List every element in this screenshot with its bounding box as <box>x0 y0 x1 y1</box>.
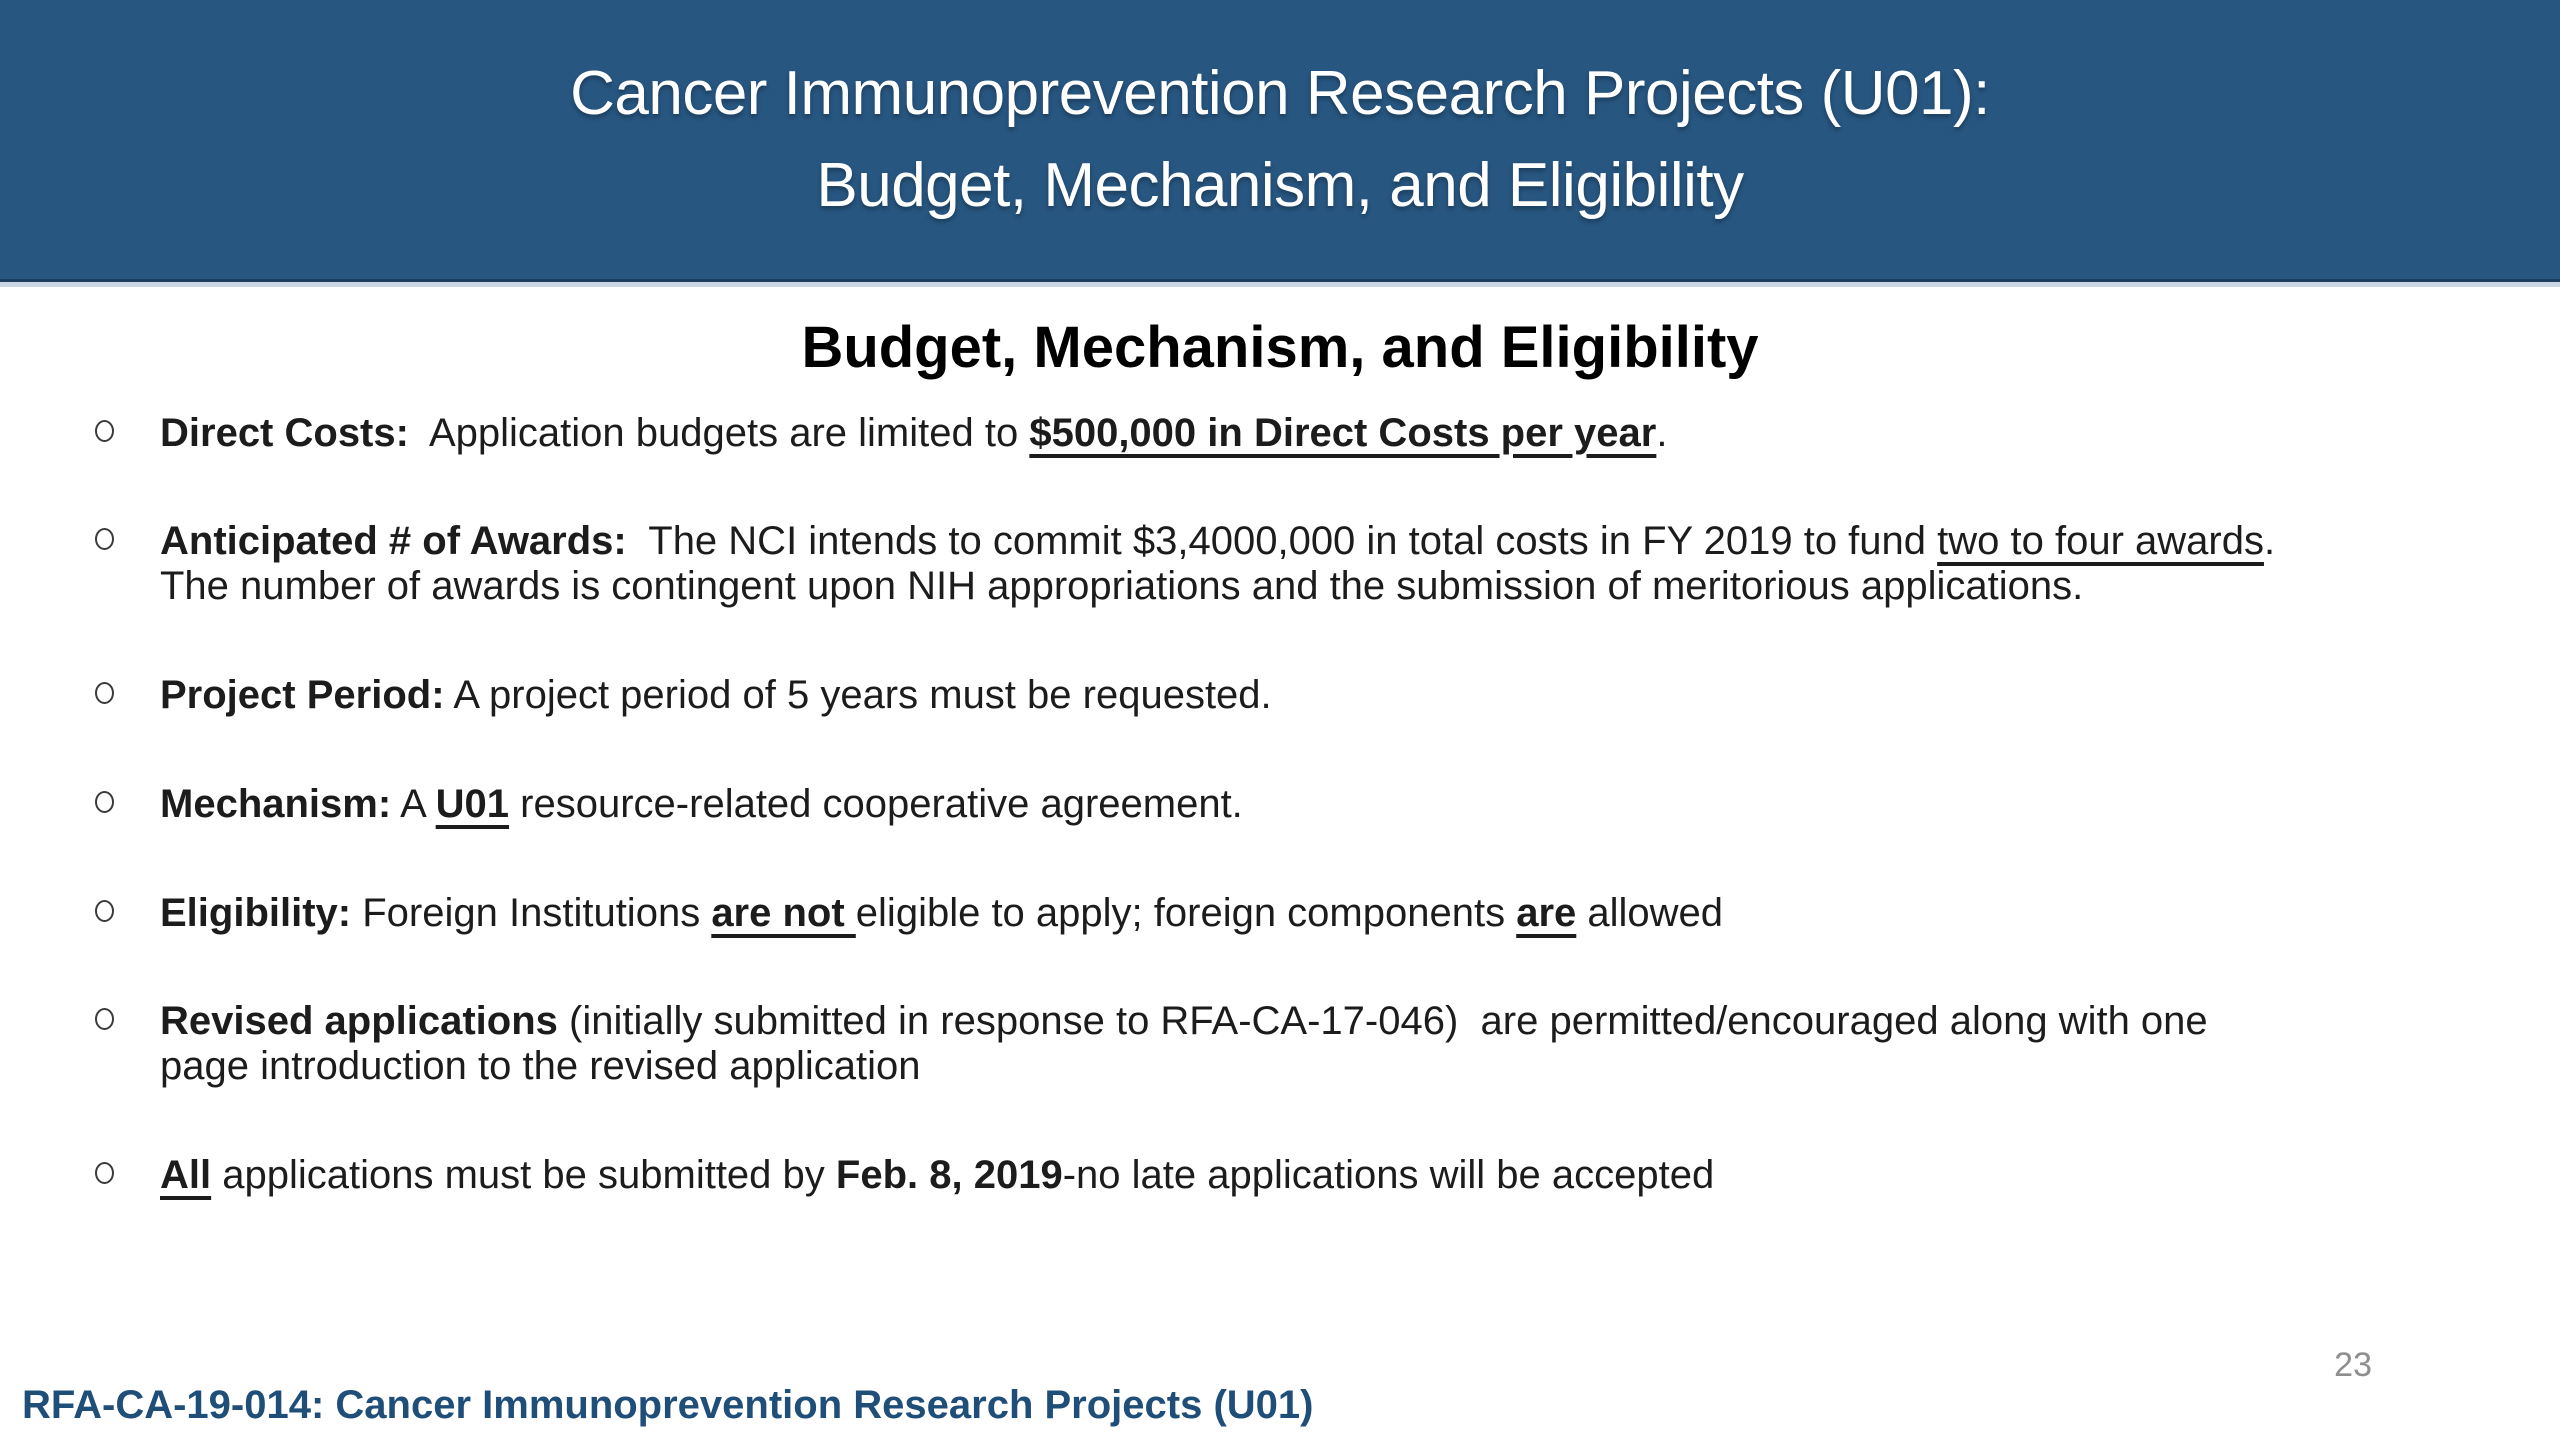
bullet-text-segment: Eligibility: <box>160 890 352 935</box>
list-item: All applications must be submitted by Fe… <box>95 1153 2546 1198</box>
bullet-text-segment: -no late applications will be accepted <box>1062 1152 1715 1197</box>
bullet-text-segment: (initially submitted in response to RFA-… <box>557 999 2208 1044</box>
bullet-text-segment: Anticipated # of Awards: <box>160 519 627 564</box>
list-item: Eligibility: Foreign Institutions are no… <box>95 891 2546 936</box>
bullet-text-segment: Direct Costs: <box>160 410 409 455</box>
bullet-text-segment: The number of awards is contingent upon … <box>160 564 2084 609</box>
bullet-list: Direct Costs: Application budgets are li… <box>95 411 2546 1198</box>
bullet-text-segment: are not <box>711 890 856 935</box>
bullet-circle-icon <box>95 899 114 922</box>
bullet-circle-icon <box>95 1008 114 1031</box>
list-item: Direct Costs: Application budgets are li… <box>95 411 2546 456</box>
bullet-text-segment: page introduction to the revised applica… <box>160 1044 921 1089</box>
bullet-text-segment: Foreign Institutions <box>351 890 712 935</box>
bullet-text-segment: . <box>2263 519 2276 564</box>
bullet-text-segment: Revised applications <box>160 999 558 1044</box>
bullet-text-segment: The NCI intends to commit $3,4000,000 in… <box>626 519 1938 564</box>
bullet-text-segment: Feb. 8, 2019 <box>835 1152 1063 1197</box>
bullet-text-segment: $500,000 in Direct Costs per year <box>1029 410 1657 455</box>
bullet-text-segment: allowed <box>1576 890 1724 935</box>
bullet-text-segment: All <box>160 1152 212 1197</box>
list-item: Mechanism: A U01 resource-related cooper… <box>95 782 2546 827</box>
bullet-text-segment: Application budgets are limited to <box>408 410 1030 455</box>
bullet-text-segment: A <box>391 781 436 826</box>
bullet-text-segment: Mechanism: <box>160 781 392 826</box>
list-item: Project Period: A project period of 5 ye… <box>95 673 2546 718</box>
list-item: Anticipated # of Awards: The NCI intends… <box>95 519 2546 609</box>
bullet-text-segment: Project Period: <box>160 672 445 717</box>
page-number: 23 <box>2334 1346 2372 1384</box>
banner-edge-light <box>0 282 2560 287</box>
bullet-circle-icon <box>95 419 114 442</box>
footer-rfa-reference: RFA-CA-19-014: Cancer Immunoprevention R… <box>22 1383 1314 1427</box>
slide-title-line1: Cancer Immunoprevention Research Project… <box>570 58 1990 128</box>
bullet-text-segment: eligible to apply; foreign components <box>855 890 1517 935</box>
bullet-text-segment: resource-related cooperative agreement. <box>509 781 1243 826</box>
list-item: Revised applications (initially submitte… <box>95 999 2546 1089</box>
bullet-text-segment: U01 <box>435 781 510 826</box>
bullet-circle-icon <box>95 681 114 704</box>
bullet-circle-icon <box>95 790 114 813</box>
bullet-text-segment: two to four awards <box>1937 519 2264 564</box>
bullet-text-segment: are <box>1516 890 1577 935</box>
banner-edge-dark <box>0 279 2560 282</box>
bullet-text-segment: . <box>1656 410 1668 455</box>
bullet-circle-icon <box>95 1161 114 1184</box>
bullet-circle-icon <box>95 528 114 551</box>
section-heading: Budget, Mechanism, and Eligibility <box>801 315 1759 380</box>
bullet-text-segment: applications must be submitted by <box>211 1152 836 1197</box>
slide-title-banner: Cancer Immunoprevention Research Project… <box>0 0 2560 279</box>
bullet-text-segment: A project period of 5 years must be requ… <box>444 672 1272 717</box>
slide-title-line2: Budget, Mechanism, and Eligibility <box>816 150 1744 220</box>
